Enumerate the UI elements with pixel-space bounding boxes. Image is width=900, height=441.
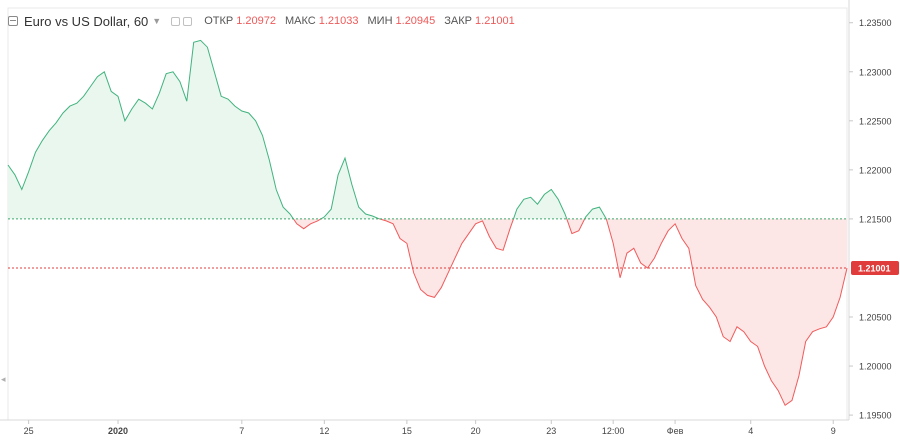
x-tick-label: 9 xyxy=(831,426,836,436)
scroll-left-icon[interactable]: ◂ xyxy=(1,374,6,384)
open-label: ОТКР xyxy=(204,15,234,27)
y-tick-label: 1.20500 xyxy=(859,313,892,323)
close-value: 1.21001 xyxy=(475,15,515,27)
x-tick-label: Фев xyxy=(667,426,684,436)
x-tick-label: 23 xyxy=(546,426,556,436)
price-line-up-4 xyxy=(513,188,568,220)
area-fill-up-0 xyxy=(8,40,294,219)
close-label: ЗАКР xyxy=(444,15,473,27)
last-price-label: 1.21001 xyxy=(858,263,891,273)
high-label: МАКС xyxy=(285,15,316,27)
area-fill-down-5 xyxy=(566,218,585,234)
price-line-down-5 xyxy=(566,218,586,235)
collapse-icon[interactable] xyxy=(8,16,18,26)
y-tick-label: 1.19500 xyxy=(859,411,892,421)
eye-icon[interactable] xyxy=(171,16,181,26)
y-tick-label: 1.20000 xyxy=(859,362,892,372)
y-tick-label: 1.21500 xyxy=(859,214,892,224)
price-line-up-2 xyxy=(320,156,380,220)
low-value: 1.20945 xyxy=(395,15,436,27)
x-tick-label: 4 xyxy=(748,426,753,436)
y-tick-label: 1.22000 xyxy=(859,165,892,175)
area-fill-up-4 xyxy=(513,189,567,219)
price-line-down-7 xyxy=(605,218,848,407)
area-fill-down-7 xyxy=(606,218,847,406)
symbol-title[interactable]: Euro vs US Dollar, 60 xyxy=(24,13,149,29)
area-fill-down-3 xyxy=(379,218,514,298)
x-tick-label: 2020 xyxy=(108,426,128,436)
x-tick-label: 15 xyxy=(402,426,412,436)
chart-legend: Euro vs US Dollar, 60 ▼ ОТКР 1.20972 МАК… xyxy=(8,11,515,31)
x-tick-label: 20 xyxy=(471,426,481,436)
x-tick-label: 12 xyxy=(319,426,329,436)
low-label: МИН xyxy=(367,15,393,27)
area-fill-up-2 xyxy=(320,158,380,219)
chevron-down-icon[interactable]: ▼ xyxy=(152,16,162,26)
high-value: 1.21033 xyxy=(318,15,359,27)
y-tick-label: 1.22500 xyxy=(859,116,892,126)
settings-icon[interactable] xyxy=(183,16,193,26)
price-line-up-0 xyxy=(7,39,294,220)
price-line-up-6 xyxy=(584,206,607,220)
last-price-badge xyxy=(851,260,899,275)
x-tick-label: 7 xyxy=(239,426,244,436)
y-tick-label: 1.23000 xyxy=(859,67,892,77)
y-tick-label: 1.23500 xyxy=(859,18,892,28)
price-line-down-3 xyxy=(379,218,514,298)
x-tick-label: 25 xyxy=(24,426,34,436)
open-value: 1.20972 xyxy=(236,15,276,27)
price-line-down-1 xyxy=(292,218,322,230)
x-tick-label: 12:00 xyxy=(602,426,625,436)
